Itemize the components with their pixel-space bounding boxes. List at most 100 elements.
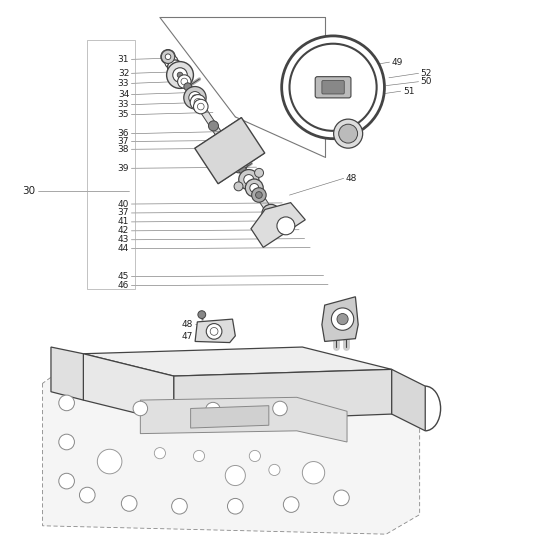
Circle shape	[177, 72, 183, 78]
Circle shape	[250, 184, 259, 193]
Circle shape	[249, 450, 260, 461]
Polygon shape	[258, 197, 273, 214]
Circle shape	[255, 169, 264, 178]
Circle shape	[193, 450, 204, 461]
Circle shape	[122, 496, 137, 511]
Polygon shape	[186, 87, 198, 99]
Text: 37: 37	[118, 208, 129, 217]
FancyBboxPatch shape	[315, 77, 351, 98]
Polygon shape	[212, 126, 232, 151]
Polygon shape	[83, 354, 174, 422]
Circle shape	[155, 447, 166, 459]
Circle shape	[273, 401, 287, 416]
Circle shape	[194, 99, 208, 114]
Text: 41: 41	[118, 217, 129, 226]
Circle shape	[334, 119, 363, 148]
Circle shape	[165, 54, 171, 59]
Text: 33: 33	[118, 79, 129, 88]
Circle shape	[267, 209, 276, 218]
Circle shape	[167, 60, 182, 74]
Circle shape	[178, 75, 191, 88]
Text: 33: 33	[118, 100, 129, 109]
Text: 45: 45	[118, 272, 129, 281]
Circle shape	[59, 395, 74, 410]
Circle shape	[208, 121, 218, 131]
Circle shape	[251, 188, 266, 202]
Circle shape	[225, 465, 245, 486]
Circle shape	[189, 91, 201, 104]
Circle shape	[198, 311, 206, 319]
Circle shape	[97, 449, 122, 474]
Polygon shape	[195, 118, 265, 184]
Circle shape	[190, 95, 206, 110]
Circle shape	[337, 314, 348, 325]
Circle shape	[133, 401, 148, 416]
Circle shape	[184, 83, 192, 91]
Text: 32: 32	[118, 69, 129, 78]
Text: 50: 50	[421, 77, 432, 86]
Circle shape	[339, 124, 358, 143]
Circle shape	[171, 63, 179, 71]
Text: 51: 51	[403, 87, 414, 96]
Circle shape	[290, 44, 377, 131]
FancyBboxPatch shape	[322, 81, 344, 94]
Polygon shape	[190, 405, 269, 428]
Circle shape	[169, 59, 174, 65]
Circle shape	[171, 498, 187, 514]
Circle shape	[184, 87, 206, 109]
Text: 46: 46	[118, 281, 129, 290]
Circle shape	[234, 182, 243, 191]
Circle shape	[235, 161, 243, 169]
Circle shape	[334, 490, 349, 506]
Circle shape	[283, 497, 299, 512]
Text: 30: 30	[22, 185, 35, 195]
Polygon shape	[51, 347, 83, 400]
Circle shape	[332, 308, 354, 330]
Polygon shape	[199, 107, 216, 127]
Circle shape	[270, 214, 277, 221]
Polygon shape	[174, 370, 392, 422]
Text: 39: 39	[118, 164, 129, 173]
Text: 31: 31	[118, 55, 129, 64]
Polygon shape	[392, 370, 425, 431]
Circle shape	[302, 461, 325, 484]
Text: 43: 43	[118, 235, 129, 244]
Text: 48: 48	[182, 320, 193, 329]
Circle shape	[59, 473, 74, 489]
Circle shape	[255, 192, 262, 198]
Polygon shape	[241, 170, 251, 180]
Circle shape	[224, 145, 235, 156]
Circle shape	[206, 402, 220, 417]
Circle shape	[198, 103, 204, 110]
Circle shape	[167, 62, 193, 88]
Circle shape	[262, 204, 280, 222]
Circle shape	[239, 166, 246, 174]
Text: 47: 47	[182, 333, 193, 342]
Circle shape	[231, 157, 247, 173]
Polygon shape	[251, 203, 305, 248]
Circle shape	[210, 328, 218, 335]
Circle shape	[282, 36, 385, 139]
Circle shape	[269, 464, 280, 475]
Circle shape	[194, 99, 202, 106]
Text: 52: 52	[421, 69, 432, 78]
Circle shape	[245, 179, 263, 197]
Text: 40: 40	[118, 199, 129, 208]
Text: 38: 38	[118, 145, 129, 154]
Circle shape	[239, 170, 259, 190]
Polygon shape	[322, 297, 358, 342]
Polygon shape	[43, 354, 419, 534]
Text: 37: 37	[118, 137, 129, 146]
Polygon shape	[273, 218, 283, 230]
Circle shape	[206, 324, 222, 339]
Circle shape	[161, 50, 175, 63]
Text: 34: 34	[118, 90, 129, 99]
Circle shape	[267, 211, 281, 225]
Circle shape	[192, 95, 198, 100]
Circle shape	[277, 217, 295, 235]
Circle shape	[161, 49, 175, 64]
Circle shape	[165, 55, 178, 69]
Text: 49: 49	[392, 58, 403, 67]
Circle shape	[165, 53, 171, 60]
Circle shape	[217, 138, 242, 163]
